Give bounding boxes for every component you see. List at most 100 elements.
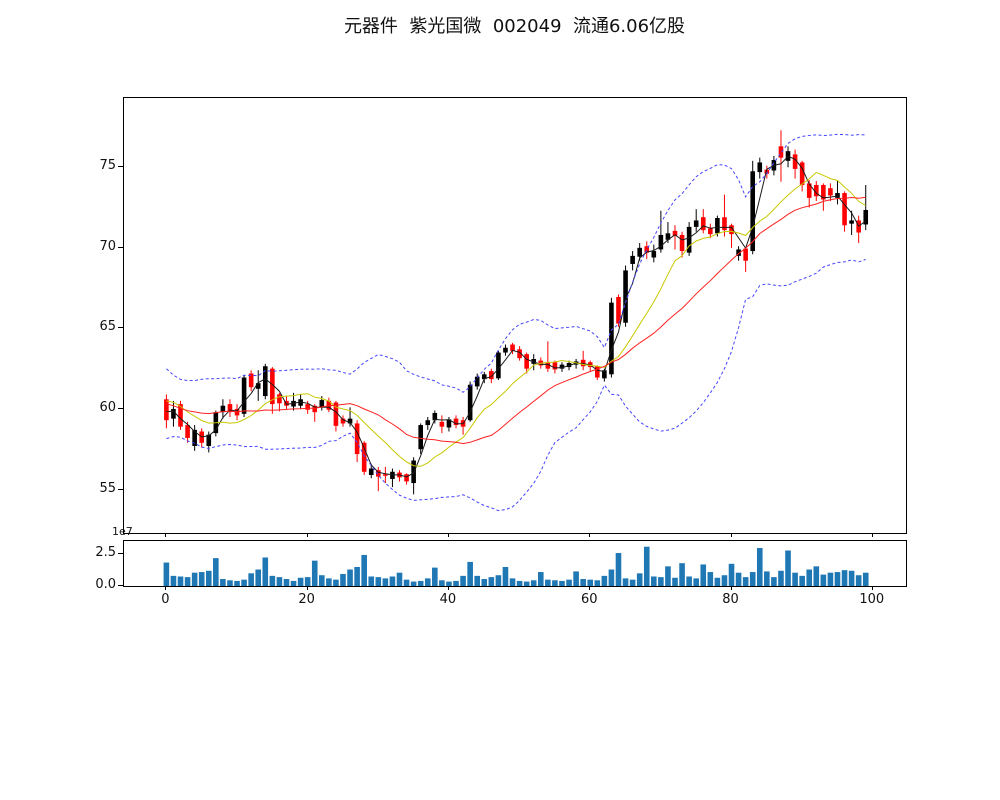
candle — [227, 399, 233, 417]
volume-bar — [693, 578, 699, 586]
volume-bar — [749, 572, 756, 586]
volume-bar — [820, 574, 827, 586]
volume-bar — [262, 557, 269, 586]
volume-bar — [283, 579, 290, 586]
candle — [241, 375, 247, 417]
volume-bar — [594, 580, 601, 586]
volume-bar — [629, 579, 636, 586]
volume-bar — [446, 581, 452, 586]
candle — [559, 362, 565, 372]
candle — [432, 410, 438, 424]
volume-bar — [184, 577, 191, 586]
volume-bar — [643, 546, 650, 586]
price-y-tick — [118, 166, 123, 168]
volume-bar — [290, 580, 297, 586]
candle — [693, 209, 699, 232]
volume-bar — [792, 572, 798, 586]
volume-bar — [573, 571, 579, 586]
volume-bar — [848, 570, 855, 586]
volume-bar — [410, 581, 417, 586]
candle — [284, 396, 289, 409]
volume-bar — [700, 564, 707, 586]
candle — [517, 346, 522, 361]
volume-plot — [163, 546, 869, 586]
volume-bar — [714, 577, 721, 586]
candle — [411, 457, 416, 495]
volume-bar — [474, 575, 481, 586]
candle — [171, 400, 176, 427]
candle — [764, 165, 770, 179]
volume-bar — [615, 553, 622, 586]
candle — [594, 365, 600, 380]
price-x-tick — [306, 533, 308, 537]
candle — [383, 466, 388, 484]
volume-bar — [432, 567, 438, 586]
volume-bar — [318, 575, 325, 586]
candle — [580, 350, 586, 371]
volume-bar — [636, 573, 643, 586]
candle-series — [164, 130, 869, 495]
candle — [270, 367, 275, 414]
price-y-tick-label: 60 — [99, 399, 116, 415]
volume-x-tick — [871, 586, 873, 590]
candle — [672, 225, 678, 250]
candle — [185, 421, 190, 443]
chart-title: 元器件 紫光国微 002049 流通6.06亿股 — [343, 16, 686, 37]
candle — [503, 344, 508, 356]
candle — [630, 251, 635, 271]
volume-bar — [467, 561, 473, 586]
x-tick-label: 40 — [439, 592, 457, 607]
x-tick-label: 0 — [161, 592, 170, 607]
candle — [368, 463, 374, 479]
candle — [700, 209, 706, 234]
volume-bar — [205, 570, 212, 586]
volume-panel — [123, 540, 907, 587]
volume-bar — [227, 580, 233, 586]
price-y-tick-label: 75 — [99, 158, 116, 174]
volume-bar — [566, 579, 572, 586]
candle — [842, 191, 847, 232]
volume-bar — [509, 578, 516, 586]
volume-bar — [368, 576, 375, 586]
volume-x-tick — [165, 586, 167, 590]
x-tick-label: 100 — [859, 592, 885, 607]
price-x-tick — [730, 533, 732, 537]
price-panel — [123, 97, 907, 534]
candle — [496, 350, 501, 380]
price-y-tick — [118, 246, 123, 248]
candle — [545, 341, 551, 372]
volume-bar — [665, 566, 671, 586]
candle — [524, 352, 529, 374]
volume-bar — [403, 579, 410, 586]
boll-upper-line — [166, 133, 866, 393]
candle — [821, 183, 826, 211]
candle — [849, 210, 854, 235]
volume-bar — [177, 576, 184, 586]
volume-bar — [460, 575, 466, 586]
volume-bar — [439, 580, 445, 586]
candle — [354, 420, 360, 463]
candle — [616, 294, 621, 327]
price-y-tick-label: 70 — [99, 238, 116, 254]
candle — [255, 370, 261, 401]
price-x-tick — [589, 533, 591, 537]
volume-bar-series — [163, 546, 869, 586]
candle — [481, 371, 487, 384]
volume-bar — [764, 571, 770, 586]
volume-bar — [234, 580, 240, 586]
volume-bar — [841, 570, 848, 586]
volume-bar — [191, 572, 198, 586]
volume-bar — [495, 575, 502, 586]
candle — [743, 247, 748, 272]
price-x-tick — [165, 533, 167, 537]
volume-bar — [213, 558, 219, 586]
candle — [425, 417, 431, 430]
volume-bar — [333, 579, 339, 586]
volume-bar — [163, 562, 170, 586]
volume-bar — [658, 577, 664, 586]
volume-x-tick — [306, 586, 308, 590]
volume-bar — [361, 554, 367, 586]
candle — [750, 160, 756, 255]
volume-y-tick-label: 2.5 — [95, 545, 116, 561]
